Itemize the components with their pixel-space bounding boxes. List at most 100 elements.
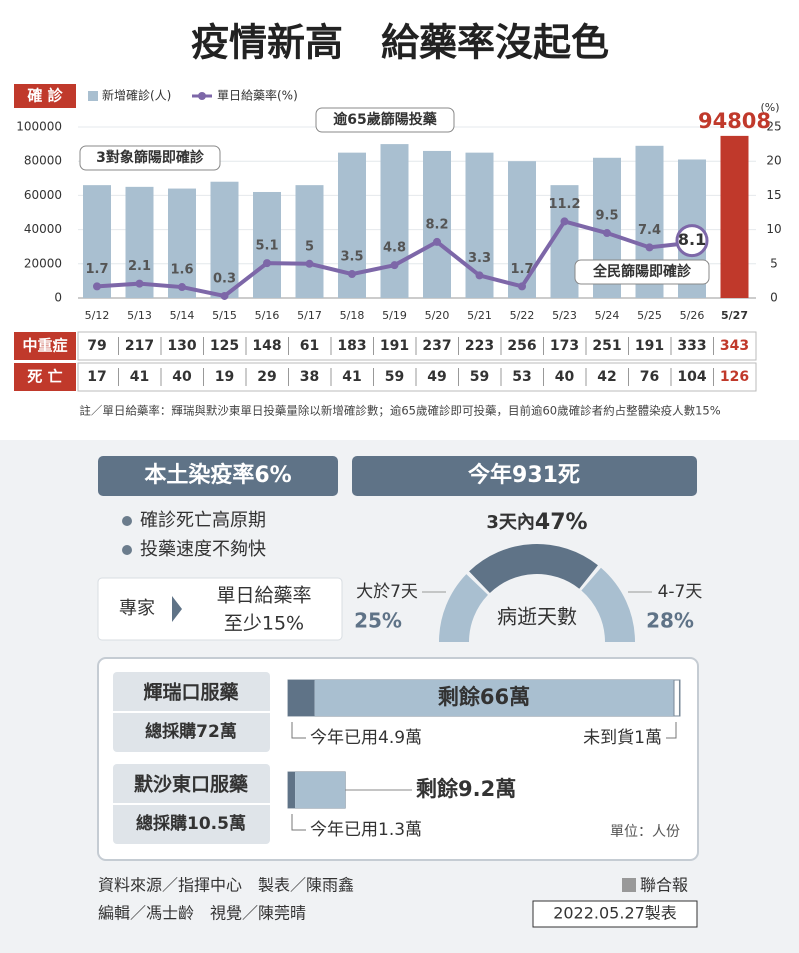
bar xyxy=(550,185,579,298)
bar xyxy=(210,181,239,298)
panel-header xyxy=(98,456,338,496)
gauge-segment xyxy=(469,544,598,593)
expert-line: 至少15% xyxy=(224,613,304,635)
y2-tick-label: 20 xyxy=(766,154,781,168)
bar xyxy=(168,188,196,298)
bullet-dot xyxy=(122,516,132,526)
x-tick-label: 5/18 xyxy=(340,309,365,322)
panel-title: 今年931死 xyxy=(468,462,580,488)
legend-swatch xyxy=(88,91,98,101)
cell: 126 xyxy=(720,369,749,385)
y-tick-label: 20000 xyxy=(24,256,62,270)
point xyxy=(220,291,229,300)
y2-axis-label: (%) xyxy=(760,101,779,114)
bullet-dot xyxy=(122,545,132,555)
remaining-bar xyxy=(314,680,675,716)
cell: 76 xyxy=(640,369,659,385)
chart-title: 疫情新高 給藥率沒起色 xyxy=(191,21,609,65)
point xyxy=(560,217,569,226)
expert-box xyxy=(97,577,343,641)
bar xyxy=(125,186,154,298)
drug-total: 總採購72萬 xyxy=(145,721,237,742)
date-box xyxy=(532,900,698,928)
ylabel-box xyxy=(14,84,76,108)
publisher-mark xyxy=(622,878,636,892)
cell: 343 xyxy=(720,338,749,354)
y2-tick-label: 5 xyxy=(770,256,778,270)
bar xyxy=(380,144,409,298)
bar xyxy=(423,150,451,298)
line-value-label: 3.5 xyxy=(340,250,363,265)
line-value-label: 4.8 xyxy=(383,241,406,256)
line-value-label: 5.1 xyxy=(255,239,278,254)
point xyxy=(93,282,101,291)
line-value-label: 9.5 xyxy=(595,209,618,224)
undelivered-label: 未到貨1萬 xyxy=(583,728,662,748)
panel-header xyxy=(352,456,697,496)
x-tick-label: 5/25 xyxy=(637,309,662,322)
cell: 41 xyxy=(342,369,361,385)
cell: 38 xyxy=(300,369,319,385)
bullet: 確診死亡高原期 xyxy=(140,510,266,531)
cell: 53 xyxy=(512,369,531,385)
annotation-box xyxy=(79,145,221,171)
x-tick-label: 5/24 xyxy=(595,309,620,322)
used-bar xyxy=(288,680,315,716)
undelivered-bar xyxy=(673,679,680,717)
bar xyxy=(83,185,111,298)
legend-label: 新增確診(人) xyxy=(102,88,171,103)
x-tick-label: 5/16 xyxy=(255,309,280,322)
cell: 42 xyxy=(597,369,616,385)
x-tick-label: 5/15 xyxy=(212,309,237,322)
x-tick-label: 5/21 xyxy=(467,309,492,322)
point xyxy=(518,282,526,291)
point xyxy=(475,271,484,280)
x-tick-label: 5/19 xyxy=(382,309,407,322)
cell: 191 xyxy=(635,338,664,354)
cell: 17 xyxy=(87,369,106,385)
used-bar xyxy=(288,772,296,808)
cell: 191 xyxy=(380,338,409,354)
line-value-label: 3.3 xyxy=(468,251,491,266)
cell: 19 xyxy=(215,369,234,385)
x-tick-label: 5/14 xyxy=(170,309,195,322)
x-tick-label: 5/12 xyxy=(85,309,110,322)
remaining-label: 剩餘66萬 xyxy=(438,685,530,709)
y2-tick-label: 25 xyxy=(766,120,781,134)
line-value-label: 7.4 xyxy=(638,223,661,238)
y-tick-label: 100000 xyxy=(16,120,62,134)
row-frame xyxy=(77,362,757,392)
credit: 編輯／馮士齡 視覺／陳莞晴 xyxy=(98,904,306,923)
y-tick-label: 0 xyxy=(54,291,62,305)
cell: 223 xyxy=(465,338,494,354)
cell: 333 xyxy=(677,338,706,354)
cell: 40 xyxy=(555,369,575,385)
cell: 125 xyxy=(210,338,239,354)
bracket xyxy=(666,722,677,739)
y-axis-label: 確 診 xyxy=(26,87,63,105)
cell: 61 xyxy=(300,338,319,354)
line-value-label: 1.7 xyxy=(510,262,533,277)
segment-value: 47% xyxy=(535,510,588,535)
annotation: 逾65歲篩陽投藥 xyxy=(333,111,437,128)
bullet: 投藥速度不夠快 xyxy=(140,539,266,560)
cell: 148 xyxy=(252,338,281,354)
point xyxy=(305,259,314,268)
annotation-box xyxy=(574,259,710,285)
segment-label: 4-7天 xyxy=(658,582,703,602)
segment-value: 25% xyxy=(354,609,402,633)
date: 2022.05.27製表 xyxy=(553,904,677,923)
bracket xyxy=(291,814,306,831)
line-value-label: 1.6 xyxy=(170,263,193,278)
cell: 41 xyxy=(130,369,149,385)
cell: 173 xyxy=(550,338,579,354)
annotation-box xyxy=(315,107,455,133)
bar xyxy=(720,135,749,298)
panel-title: 本土染疫率6% xyxy=(144,462,291,488)
point xyxy=(178,283,186,292)
unit: 單位：人份 xyxy=(610,824,680,840)
bar xyxy=(295,185,324,298)
y2-tick-label: 10 xyxy=(766,222,781,236)
annotation: 全民篩陽即確診 xyxy=(592,263,692,280)
line-value-label: 0.3 xyxy=(213,271,236,286)
